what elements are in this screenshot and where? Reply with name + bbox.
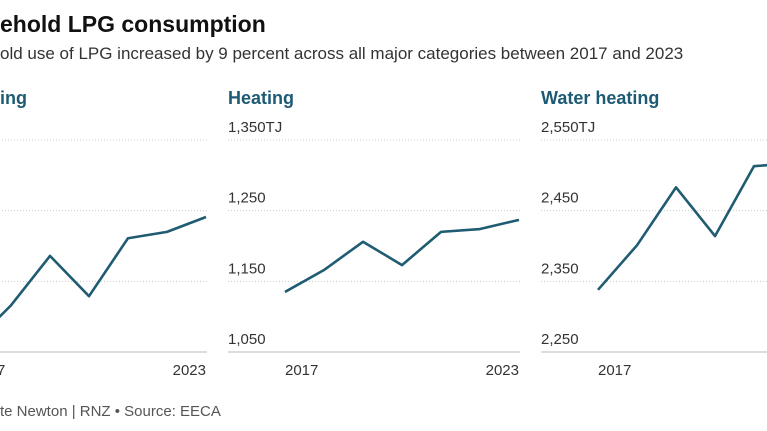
y-tick-label: 2,350 [541,260,579,277]
y-tick-label: 2,250 [541,331,579,348]
y-tick-label: 1,050 [228,331,266,348]
x-tick-label: 2017 [285,362,318,379]
panel-title: Water heating [541,88,659,108]
series-line [0,215,207,319]
x-tick-label: 2023 [486,362,519,379]
x-tick-label: 2017 [598,362,631,379]
series-line [284,218,520,294]
x-tick-label: 2023 [173,362,206,379]
panel-title: Heating [228,88,294,108]
page-title: ehold LPG consumption [0,11,266,37]
y-tick-label: 1,250 [228,190,266,207]
page-subtitle: old use of LPG increased by 9 percent ac… [0,44,683,63]
source-note: te Newton | RNZ • Source: EECA [0,403,221,420]
y-tick-label: 2,450 [541,190,579,207]
x-tick-label: 2017 [0,362,5,379]
panel-title: ing [0,88,27,108]
y-tick-label: 1,350TJ [228,119,282,136]
y-tick-label: 1,150 [228,260,266,277]
y-tick-label: 2,550TJ [541,119,595,136]
series-line [597,163,767,291]
